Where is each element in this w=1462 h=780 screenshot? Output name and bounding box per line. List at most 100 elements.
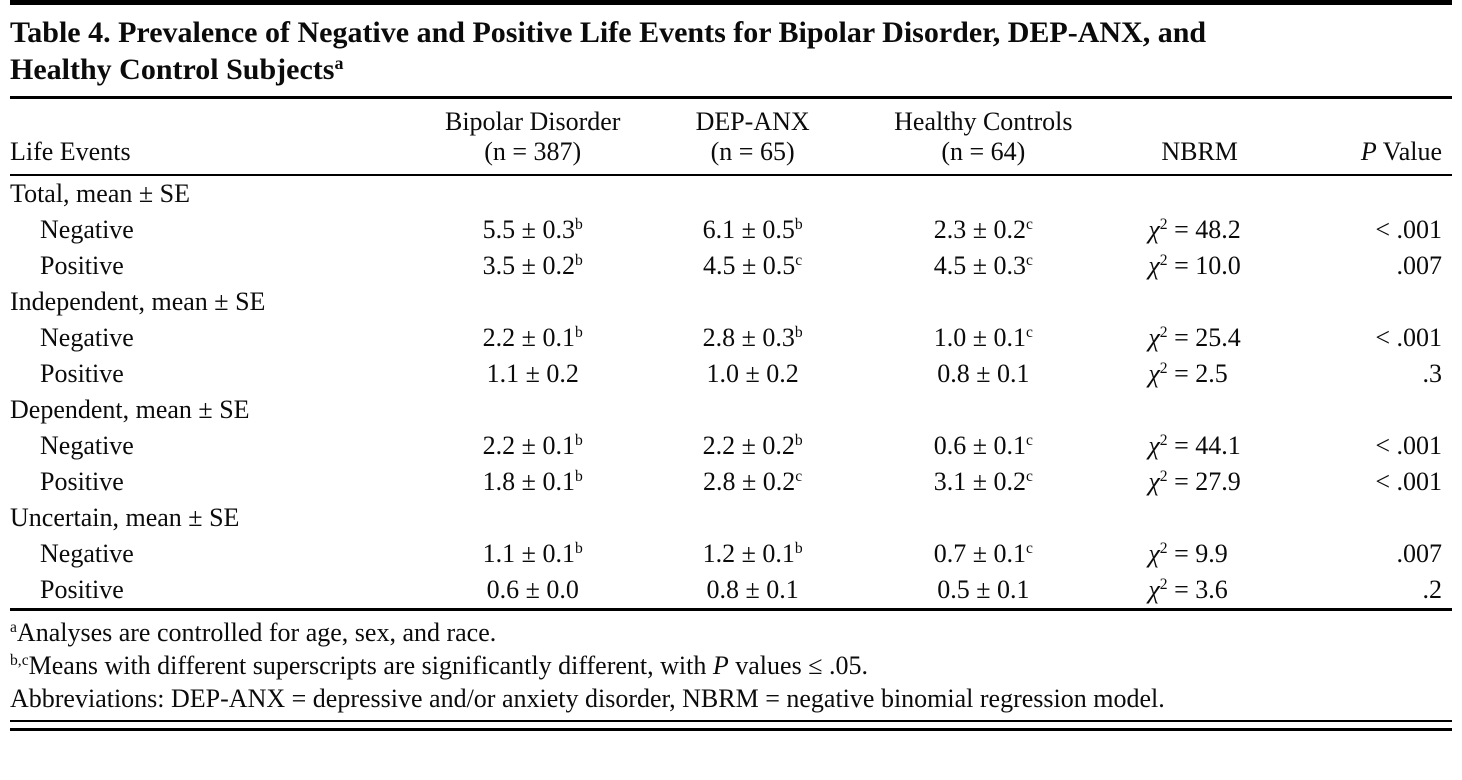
data-row: Negative 5.5 ± 0.3b 6.1 ± 0.5b 2.3 ± 0.2c χ2…	[10, 212, 1452, 248]
cell-value: 1.1 ± 0.2	[486, 359, 579, 388]
col-header-line1: Bipolar Disorder	[444, 107, 621, 136]
row-label: Positive	[40, 575, 124, 604]
footnote-bc: b,cMeans with different superscripts are…	[10, 649, 1452, 682]
col-header-healthy-controls: Healthy Controls (n = 64)	[846, 99, 1121, 176]
footnote-marker: b,c	[10, 651, 29, 669]
chi-symbol: χ	[1148, 251, 1160, 280]
col-header-nbrm: NBRM	[1120, 99, 1279, 176]
nbrm-cell: χ2 = 2.5	[1120, 356, 1279, 392]
col-header-label: NBRM	[1161, 137, 1238, 166]
chi-exponent: 2	[1159, 252, 1168, 270]
nbrm-value: = 27.9	[1167, 467, 1241, 496]
col-header-label: Life Events	[10, 137, 131, 166]
col-header-line2: (n = 65)	[710, 137, 795, 166]
significance-superscript: c	[795, 468, 803, 486]
chi-exponent: 2	[1159, 468, 1168, 486]
nbrm-cell: χ2 = 10.0	[1120, 248, 1279, 284]
significance-superscript: b	[574, 468, 583, 486]
footnotes: aAnalyses are controlled for age, sex, a…	[10, 616, 1452, 715]
significance-superscript: c	[1026, 252, 1033, 270]
cell-value: 0.8 ± 0.1	[937, 359, 1030, 388]
header-row: Life Events Bipolar Disorder (n = 387) D…	[10, 99, 1452, 176]
col-header-label: Value	[1376, 137, 1442, 166]
footnote-text: values ≤ .05.	[728, 650, 868, 680]
nbrm-cell: χ2 = 9.9	[1120, 536, 1279, 572]
nbrm-cell: χ2 = 3.6	[1120, 572, 1279, 608]
nbrm-value: = 48.2	[1167, 215, 1241, 244]
chi-symbol: χ	[1148, 215, 1160, 244]
significance-superscript: b	[574, 324, 583, 342]
title-rule	[10, 96, 1452, 99]
chi-symbol: χ	[1148, 359, 1160, 388]
p-value-cell: < .001	[1375, 431, 1442, 460]
p-value-cell: < .001	[1375, 323, 1442, 352]
significance-superscript: b	[794, 216, 803, 234]
value-cell: 2.8 ± 0.3b	[659, 320, 846, 356]
col-header-line2: (n = 387)	[484, 137, 582, 166]
row-label: Negative	[40, 431, 134, 460]
cell-value: 1.0 ± 0.1	[933, 323, 1026, 352]
significance-superscript: c	[795, 252, 803, 270]
chi-exponent: 2	[1159, 216, 1168, 234]
section-row: Dependent, mean ± SE	[10, 392, 1452, 428]
row-label: Positive	[40, 251, 124, 280]
table-header: Life Events Bipolar Disorder (n = 387) D…	[10, 99, 1452, 176]
value-cell: 0.6 ± 0.1c	[846, 428, 1120, 464]
cell-value: 4.5 ± 0.3	[933, 251, 1026, 280]
cell-value: 0.6 ± 0.0	[486, 575, 579, 604]
col-header-dep-anx: DEP-ANX (n = 65)	[658, 99, 847, 176]
footnote-rule	[10, 608, 1452, 611]
p-value-cell: .3	[1422, 359, 1443, 388]
significance-superscript: b	[794, 540, 803, 558]
nbrm-value: = 10.0	[1167, 251, 1241, 280]
value-cell: 2.2 ± 0.2b	[659, 428, 846, 464]
table-title: Table 4. Prevalence of Negative and Posi…	[10, 14, 1452, 88]
value-cell: 0.5 ± 0.1	[846, 572, 1120, 608]
footnote-text: Analyses are controlled for age, sex, an…	[16, 617, 497, 647]
significance-superscript: c	[1026, 468, 1033, 486]
significance-superscript: b	[794, 324, 803, 342]
significance-superscript: c	[1026, 540, 1033, 558]
section-row: Total, mean ± SE	[10, 175, 1452, 212]
nbrm-value: = 2.5	[1167, 359, 1228, 388]
nbrm-cell: χ2 = 27.9	[1120, 464, 1279, 500]
significance-superscript: b	[574, 432, 583, 450]
col-header-life-events: Life Events	[10, 99, 407, 176]
nbrm-cell: χ2 = 44.1	[1120, 428, 1279, 464]
significance-superscript: b	[574, 252, 583, 270]
cell-value: 2.2 ± 0.2	[702, 431, 795, 460]
data-row: Negative 2.2 ± 0.1b 2.8 ± 0.3b 1.0 ± 0.1c χ2…	[10, 320, 1452, 356]
cell-value: 2.2 ± 0.1	[482, 431, 575, 460]
row-label: Positive	[40, 359, 124, 388]
chi-symbol: χ	[1148, 575, 1160, 604]
cell-value: 1.0 ± 0.2	[706, 359, 799, 388]
cell-value: 1.8 ± 0.1	[482, 467, 575, 496]
value-cell: 3.1 ± 0.2c	[846, 464, 1120, 500]
value-cell: 2.2 ± 0.1b	[407, 320, 659, 356]
row-label: Negative	[40, 323, 134, 352]
section-row: Uncertain, mean ± SE	[10, 500, 1452, 536]
significance-superscript: b	[794, 432, 803, 450]
value-cell: 1.1 ± 0.2	[407, 356, 659, 392]
value-cell: 3.5 ± 0.2b	[407, 248, 659, 284]
significance-superscript: b	[574, 540, 583, 558]
value-cell: 0.8 ± 0.1	[846, 356, 1120, 392]
p-value-cell: < .001	[1375, 467, 1442, 496]
table-body: Total, mean ± SE Negative 5.5 ± 0.3b 6.1 ± …	[10, 175, 1452, 608]
cell-value: 3.1 ± 0.2	[933, 467, 1026, 496]
cell-value: 1.2 ± 0.1	[702, 539, 795, 568]
p-value-cell: .007	[1396, 251, 1443, 280]
value-cell: 4.5 ± 0.5c	[659, 248, 846, 284]
chi-exponent: 2	[1159, 540, 1168, 558]
cell-value: 2.3 ± 0.2	[933, 215, 1026, 244]
cell-value: 2.8 ± 0.3	[702, 323, 795, 352]
journal-table-figure: Table 4. Prevalence of Negative and Posi…	[10, 0, 1452, 731]
footnote-text: Abbreviations: DEP-ANX = depressive and/…	[10, 683, 1165, 713]
value-cell: 2.2 ± 0.1b	[407, 428, 659, 464]
chi-exponent: 2	[1159, 432, 1168, 450]
value-cell: 1.0 ± 0.1c	[846, 320, 1120, 356]
data-row: Positive 1.1 ± 0.2 1.0 ± 0.2 0.8 ± 0.1 χ2 = …	[10, 356, 1452, 392]
chi-symbol: χ	[1148, 539, 1160, 568]
section-label: Independent, mean ± SE	[10, 287, 266, 316]
section-row: Independent, mean ± SE	[10, 284, 1452, 320]
